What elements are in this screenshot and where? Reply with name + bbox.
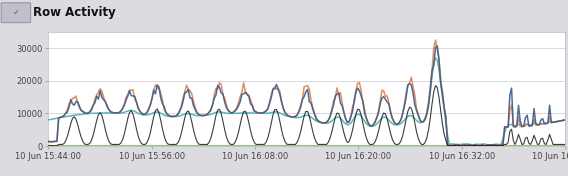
Text: Row Activity: Row Activity xyxy=(33,6,116,19)
FancyBboxPatch shape xyxy=(1,3,31,23)
Text: ✓: ✓ xyxy=(12,8,19,17)
